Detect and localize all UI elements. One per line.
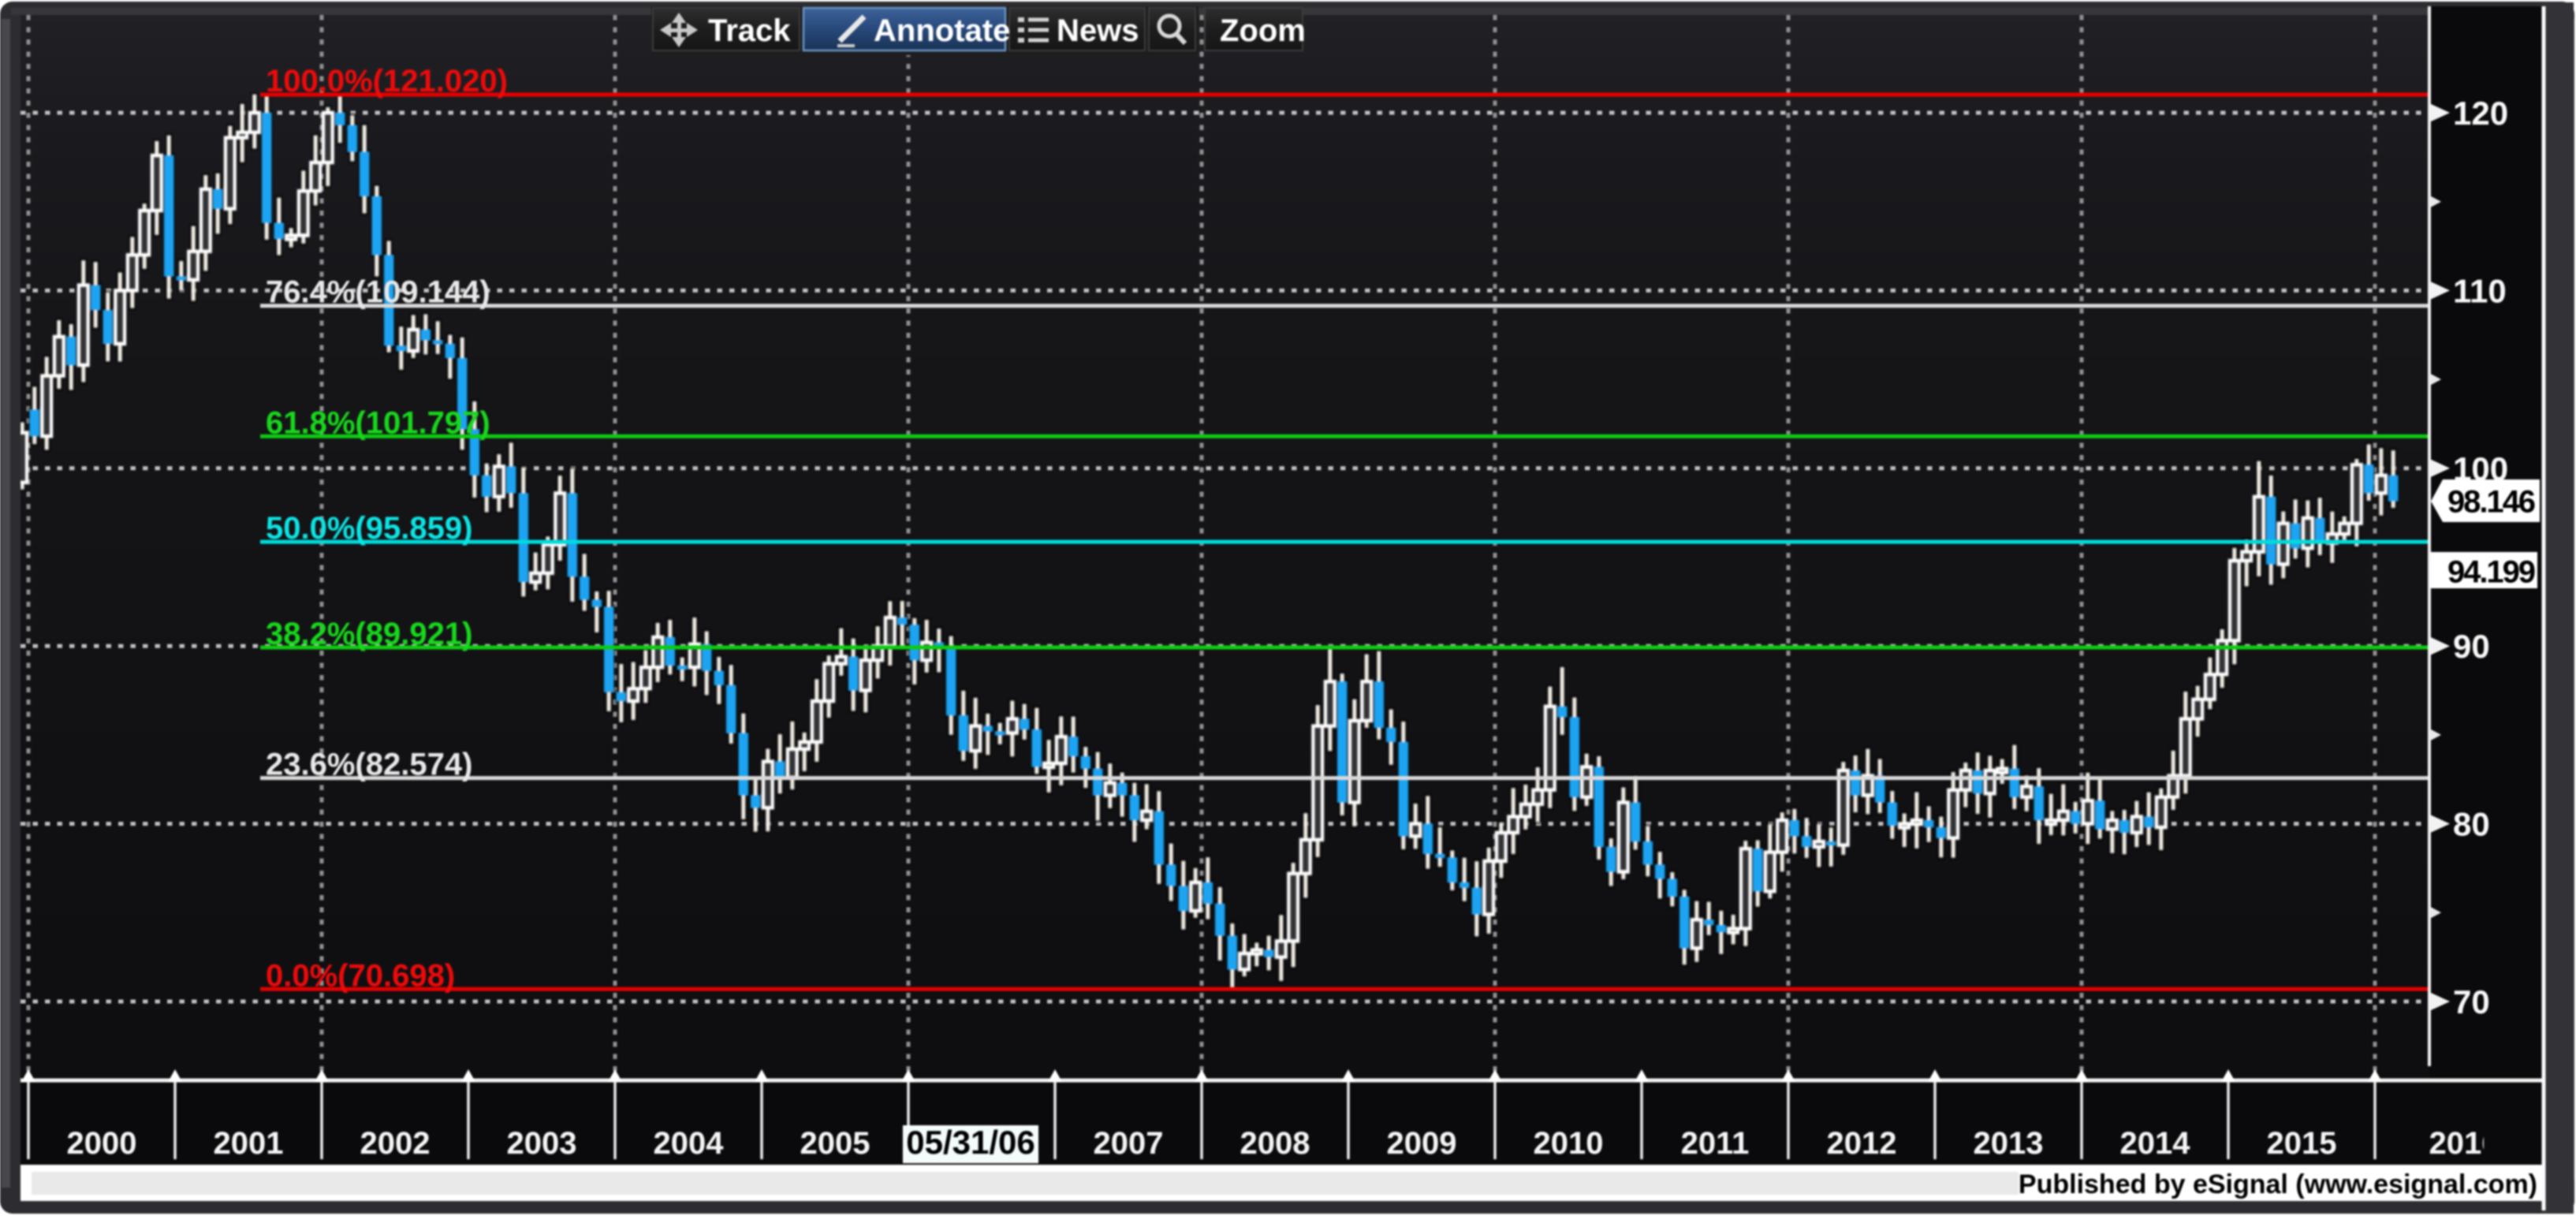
svg-text:70: 70	[2453, 983, 2490, 1020]
svg-text:98.146: 98.146	[2447, 485, 2536, 520]
svg-text:2012: 2012	[1827, 1126, 1897, 1161]
svg-text:0.0%(70.698): 0.0%(70.698)	[266, 958, 455, 993]
svg-text:2000: 2000	[67, 1126, 137, 1161]
svg-text:2015: 2015	[2267, 1126, 2337, 1161]
svg-text:Track: Track	[708, 13, 791, 48]
svg-text:2008: 2008	[1240, 1126, 1310, 1161]
svg-text:2007: 2007	[1094, 1126, 1164, 1161]
svg-text:100.0%(121.020): 100.0%(121.020)	[266, 64, 508, 99]
svg-text:80: 80	[2453, 806, 2490, 843]
svg-text:110: 110	[2453, 272, 2507, 309]
svg-text:Annotate: Annotate	[874, 13, 1010, 48]
svg-text:2005: 2005	[800, 1126, 870, 1161]
svg-text:2004: 2004	[654, 1126, 725, 1161]
svg-text:2003: 2003	[507, 1126, 577, 1161]
svg-text:2013: 2013	[1974, 1126, 2044, 1161]
svg-text:94.199: 94.199	[2447, 555, 2536, 590]
svg-text:50.0%(95.859): 50.0%(95.859)	[266, 511, 472, 546]
svg-text:90: 90	[2453, 628, 2490, 665]
svg-text:2009: 2009	[1387, 1126, 1457, 1161]
svg-text:2011: 2011	[1681, 1126, 1750, 1161]
svg-text:News: News	[1057, 13, 1139, 48]
svg-text:2001: 2001	[214, 1126, 284, 1161]
svg-text:23.6%(82.574): 23.6%(82.574)	[266, 748, 472, 782]
svg-text:Published by eSignal (www.esig: Published by eSignal (www.esignal.com)	[2019, 1169, 2537, 1199]
svg-text:05/31/06: 05/31/06	[906, 1124, 1035, 1161]
svg-text:120: 120	[2453, 95, 2508, 132]
svg-text:2014: 2014	[2120, 1126, 2191, 1161]
svg-text:61.8%(101.797): 61.8%(101.797)	[266, 405, 490, 440]
svg-text:38.2%(89.921): 38.2%(89.921)	[266, 617, 472, 651]
svg-text:2002: 2002	[360, 1126, 431, 1161]
svg-text:76.4%(109.144): 76.4%(109.144)	[266, 275, 490, 310]
svg-text:Zoom: Zoom	[1220, 13, 1306, 48]
svg-text:2010: 2010	[1534, 1126, 1604, 1161]
